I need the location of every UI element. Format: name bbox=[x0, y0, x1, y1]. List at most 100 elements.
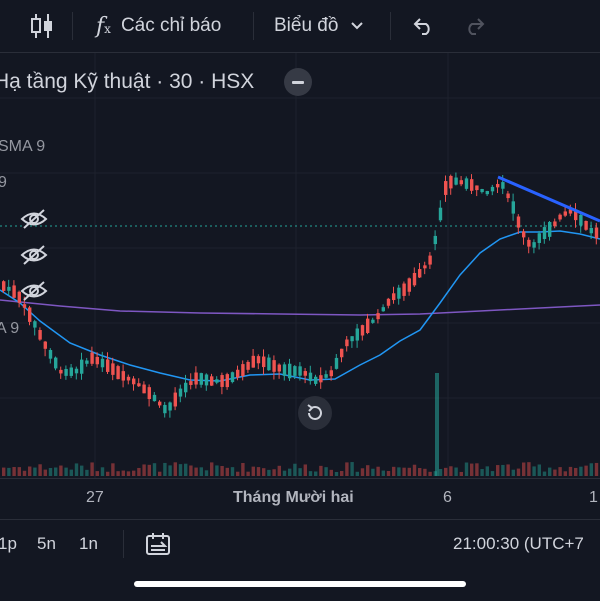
volume-bar bbox=[501, 464, 505, 476]
volume-bar bbox=[267, 469, 271, 476]
volume-bar bbox=[210, 462, 214, 476]
candle-body bbox=[397, 287, 401, 299]
indicator-label-sma-2: A 9 bbox=[0, 320, 20, 337]
candle-body bbox=[558, 214, 562, 220]
candle-body bbox=[204, 374, 209, 386]
volume-bar bbox=[74, 463, 79, 476]
candle-body bbox=[111, 363, 115, 375]
volume-bar bbox=[594, 462, 599, 476]
candle-body bbox=[220, 375, 224, 387]
volume-bar bbox=[584, 465, 588, 476]
volume-bar bbox=[2, 467, 6, 476]
volume-bar bbox=[121, 470, 125, 476]
toolbar-divider bbox=[72, 12, 73, 40]
volume-bar bbox=[126, 471, 131, 476]
candle-body bbox=[594, 227, 599, 239]
candle-body bbox=[366, 318, 370, 333]
candle-body bbox=[334, 357, 339, 369]
candle-body bbox=[28, 307, 32, 322]
volume-bar bbox=[189, 465, 193, 476]
toolbar-divider bbox=[390, 12, 391, 40]
volume-bar bbox=[485, 466, 489, 476]
volume-bar bbox=[288, 468, 292, 476]
volume-bar bbox=[334, 471, 339, 476]
candle-body bbox=[496, 183, 500, 188]
candle-body bbox=[59, 369, 63, 374]
volume-bar bbox=[33, 467, 37, 476]
reset-icon bbox=[307, 404, 322, 420]
candle-body bbox=[100, 358, 105, 368]
volume-bar bbox=[7, 467, 11, 476]
volume-bar bbox=[412, 464, 417, 476]
chart-type-button[interactable]: Biểu đồ bbox=[274, 0, 364, 52]
volume-bar bbox=[184, 463, 188, 476]
candle-body bbox=[2, 281, 6, 291]
volume-bar bbox=[366, 465, 370, 476]
candle-body bbox=[152, 394, 157, 402]
candle-body bbox=[324, 374, 328, 378]
volume-bar bbox=[449, 466, 453, 476]
redo-button[interactable] bbox=[464, 0, 486, 52]
volume-bar bbox=[256, 467, 261, 476]
candle-body bbox=[568, 209, 573, 214]
volume-bar bbox=[28, 466, 32, 476]
interval-1n[interactable]: 1n bbox=[79, 534, 98, 553]
interval-1p[interactable]: 1p bbox=[0, 534, 17, 553]
candle-body bbox=[340, 348, 344, 358]
volume-bar bbox=[324, 467, 328, 476]
candle-body bbox=[386, 298, 391, 306]
interval-5n[interactable]: 5n bbox=[37, 534, 56, 553]
candle-body bbox=[423, 265, 427, 269]
volume-bar bbox=[418, 468, 422, 476]
candle-body bbox=[116, 366, 120, 380]
eye-off-icon[interactable] bbox=[20, 208, 48, 230]
volume-bar bbox=[220, 466, 224, 476]
candle-body bbox=[158, 401, 162, 406]
undo-icon bbox=[413, 18, 430, 35]
indicators-button[interactable]: fx Các chỉ báo bbox=[96, 0, 221, 52]
candle-body bbox=[293, 366, 297, 376]
candle-body bbox=[511, 201, 515, 214]
volume-bar bbox=[340, 471, 344, 476]
reset-chart-button[interactable] bbox=[298, 396, 332, 430]
candle-body bbox=[251, 355, 255, 368]
candle-body bbox=[106, 359, 110, 372]
volume-bar bbox=[303, 464, 307, 476]
volume-bar bbox=[215, 465, 219, 476]
time-axis[interactable] bbox=[0, 478, 600, 519]
volume-bar bbox=[241, 462, 245, 476]
volume-bar bbox=[43, 469, 47, 476]
indicator-value: 9 bbox=[0, 174, 7, 191]
volume-bar bbox=[293, 463, 297, 476]
candle-body bbox=[225, 374, 229, 388]
volume-bar bbox=[100, 467, 105, 476]
candle-body bbox=[33, 321, 37, 328]
candles-icon[interactable] bbox=[30, 0, 54, 52]
volume-spike bbox=[435, 373, 439, 476]
eye-off-icon[interactable] bbox=[20, 280, 48, 302]
volume-bar bbox=[132, 470, 136, 476]
date-range-icon[interactable] bbox=[145, 532, 171, 556]
candle-body bbox=[516, 216, 521, 228]
volume-bar bbox=[444, 467, 448, 476]
clock-readout[interactable]: 21:00:30 (UTC+7 bbox=[453, 534, 584, 553]
volume-bar bbox=[522, 462, 526, 476]
volume-bar bbox=[298, 468, 302, 476]
volume-bar bbox=[568, 466, 573, 476]
volume-bar bbox=[85, 469, 89, 476]
undo-button[interactable] bbox=[412, 0, 434, 52]
collapse-legend-button[interactable] bbox=[284, 68, 312, 96]
function-icon: fx bbox=[96, 13, 111, 39]
price-chart[interactable] bbox=[0, 53, 600, 478]
candle-body bbox=[80, 359, 84, 374]
volume-bar bbox=[511, 469, 515, 476]
volume-bar bbox=[360, 468, 365, 476]
candle-body bbox=[459, 180, 463, 185]
volume-bar bbox=[48, 467, 53, 476]
candle-body bbox=[501, 182, 505, 189]
eye-off-icon[interactable] bbox=[20, 244, 48, 266]
volume-bar bbox=[558, 467, 562, 476]
volume-bar bbox=[225, 467, 229, 476]
volume-bar bbox=[480, 469, 484, 476]
candle-body bbox=[277, 364, 281, 372]
